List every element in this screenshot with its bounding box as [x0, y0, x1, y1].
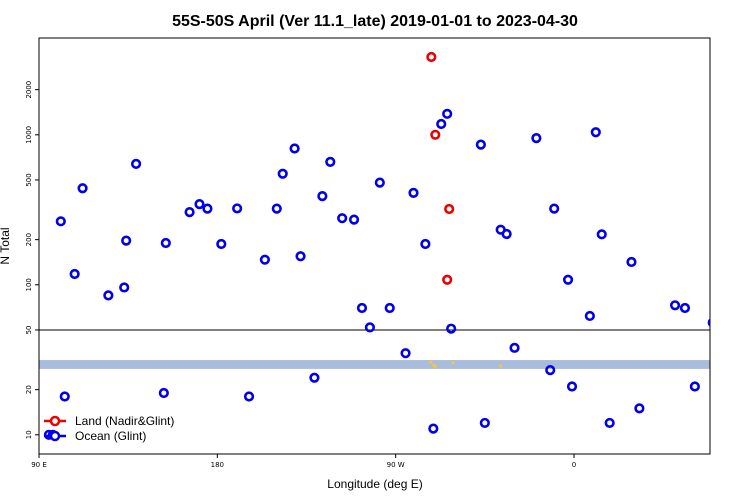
ocean-point-35 [428, 423, 439, 434]
ocean-point-20 [277, 168, 288, 179]
ocean-point-12 [184, 207, 195, 218]
ocean-point-23 [309, 372, 320, 383]
ocean-point-5 [77, 183, 88, 194]
ocean-point-55 [669, 300, 681, 311]
legend-land-marker [49, 415, 61, 427]
legend: Land (Nadir&Glint) Ocean (Glint) [44, 414, 174, 443]
ocean-point-45 [545, 364, 556, 376]
ocean-point-26 [337, 213, 348, 224]
ocean-point-6 [103, 290, 114, 301]
y-axis-label: N Total [0, 227, 12, 264]
band-marker-0 [428, 360, 432, 364]
ocean-point-57 [689, 381, 700, 392]
ocean-point-8 [121, 235, 132, 246]
ocean-point-33 [408, 187, 419, 198]
ocean-point-29 [364, 322, 376, 333]
legend-ocean-marker [49, 430, 61, 442]
ocean-point-43 [509, 342, 520, 353]
ocean-point-2 [55, 216, 66, 227]
data-band [39, 360, 710, 369]
ocean-point-14 [202, 203, 213, 214]
ocean-point-10 [158, 387, 169, 399]
y-tick-label-0: 10 [25, 430, 33, 439]
ocean-point-15 [216, 238, 227, 250]
ocean-point-52 [604, 417, 615, 429]
land-point-1 [430, 129, 441, 140]
y-tick-label-1: 20 [25, 385, 33, 394]
ocean-point-54 [634, 403, 645, 414]
ocean-point-4 [69, 268, 80, 280]
y-tick-label-4: 200 [25, 233, 33, 246]
ocean-point-44 [531, 133, 542, 144]
ocean-point-28 [356, 302, 368, 314]
ocean-point-13 [194, 199, 205, 210]
land-point-0 [426, 51, 437, 63]
x-tick-label-2: 90 W [387, 461, 405, 469]
ocean-point-47 [562, 274, 574, 285]
band-marker-4 [499, 364, 503, 368]
plot-frame [38, 37, 711, 455]
ocean-point-11 [160, 237, 171, 249]
ocean-point-49 [584, 310, 595, 322]
points-layer [43, 51, 750, 440]
band-marker-3 [451, 361, 455, 365]
y-tick-label-7: 2000 [25, 81, 33, 99]
ocean-point-61 [747, 431, 750, 439]
ocean-point-60 [741, 359, 749, 367]
ocean-point-7 [119, 282, 130, 293]
band-marker-2 [433, 364, 437, 369]
ocean-point-58 [707, 318, 710, 327]
y-tick-label-3: 100 [25, 278, 33, 291]
ocean-point-48 [566, 381, 578, 392]
legend-land-label: Land (Nadir&Glint) [75, 414, 174, 428]
legend-ocean-label: Ocean (Glint) [75, 429, 146, 443]
ocean-point-37 [442, 108, 453, 119]
land-point-2 [444, 203, 455, 215]
ocean-point-51 [596, 229, 607, 240]
plot-area: 90 E 180 90 W 0 10 20 50 100 200 500 1000 2000 [25, 37, 750, 469]
ocean-point-25 [325, 156, 336, 167]
ocean-point-59 [721, 298, 729, 306]
ocean-point-36 [436, 118, 447, 130]
chart-title: 55S-50S April (Ver 11.1_late) 2019-01-01… [172, 13, 578, 30]
ocean-point-27 [348, 214, 360, 225]
ocean-point-19 [271, 203, 282, 214]
land-point-3 [442, 274, 453, 285]
ocean-point-16 [232, 203, 243, 214]
ocean-point-21 [289, 143, 300, 154]
ocean-point-40 [479, 417, 490, 429]
ocean-point-31 [384, 302, 395, 314]
y-tick-label-6: 1000 [25, 126, 33, 144]
ocean-point-3 [59, 391, 70, 402]
ocean-point-46 [549, 203, 560, 214]
x-tick-label-3: 0 [572, 461, 576, 469]
ocean-point-39 [475, 139, 486, 150]
x-tick-label-1: 180 [211, 461, 224, 469]
ocean-point-24 [317, 191, 328, 202]
ocean-point-30 [374, 177, 385, 188]
ocean-point-17 [243, 391, 255, 402]
x-axis-label: Longitude (deg E) [327, 477, 422, 491]
ocean-point-32 [400, 348, 411, 359]
ocean-point-50 [590, 127, 601, 138]
x-tick-label-0: 90 E [31, 461, 47, 469]
ocean-point-22 [295, 251, 306, 262]
y-tick-label-2: 50 [25, 325, 33, 334]
ocean-point-38 [446, 323, 457, 334]
y-tick-label-5: 500 [25, 173, 33, 186]
ocean-point-53 [626, 256, 637, 268]
ocean-point-34 [420, 238, 431, 250]
ocean-point-42 [501, 228, 512, 240]
ocean-point-18 [259, 254, 270, 265]
ocean-point-9 [130, 158, 142, 169]
ocean-point-56 [679, 302, 691, 314]
